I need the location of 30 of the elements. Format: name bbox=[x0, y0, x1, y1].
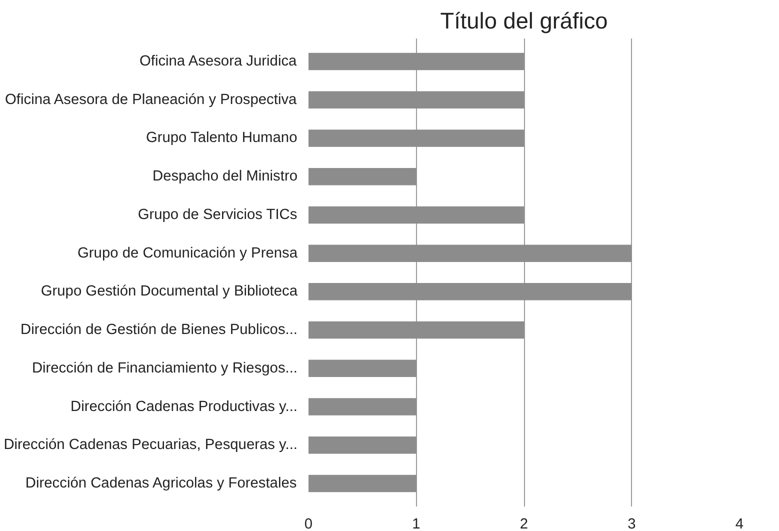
y-tick-label: Grupo Gestión Documental y Biblioteca bbox=[40, 284, 298, 300]
chart-title: Título del gráfico bbox=[440, 8, 608, 34]
x-tick-label: 4 bbox=[735, 516, 744, 531]
bar bbox=[308, 321, 524, 339]
y-tick-label: Dirección de Gestión de Bienes Publicos... bbox=[20, 322, 298, 338]
y-tick-label: Despacho del Ministro bbox=[152, 168, 298, 185]
bar bbox=[308, 360, 416, 378]
bar bbox=[308, 91, 524, 109]
x-tick-label: 3 bbox=[628, 516, 636, 531]
y-tick-label: Oficina Asesora de Planeación y Prospectiva bbox=[5, 92, 298, 108]
x-tick-label: 1 bbox=[412, 516, 420, 531]
bar bbox=[308, 474, 416, 492]
bar bbox=[308, 398, 416, 416]
y-tick-label: Dirección Cadenas Productivas y... bbox=[70, 398, 298, 415]
y-tick-label: Oficina Asesora Juridica bbox=[139, 54, 298, 70]
y-tick-label: Dirección Cadenas Pecuarias, Pesqueras y... bbox=[4, 437, 298, 454]
y-tick-label: Grupo de Servicios TICs bbox=[138, 206, 298, 223]
bar bbox=[308, 206, 524, 224]
x-tick-label: 2 bbox=[520, 516, 528, 531]
bar bbox=[308, 130, 524, 147]
y-tick-label: Grupo Talento Humano bbox=[146, 130, 298, 146]
bar bbox=[308, 52, 524, 70]
bar bbox=[308, 436, 416, 454]
bar bbox=[308, 283, 632, 300]
y-tick-label: Dirección Cadenas Agricolas y Forestales bbox=[25, 475, 297, 492]
bar bbox=[308, 244, 632, 262]
x-tick-label: 0 bbox=[304, 516, 313, 531]
y-tick-label: Dirección de Financiamiento y Riesgos... bbox=[32, 360, 298, 376]
y-tick-label: Grupo de Comunicación y Prensa bbox=[78, 245, 298, 262]
bar bbox=[308, 168, 416, 186]
